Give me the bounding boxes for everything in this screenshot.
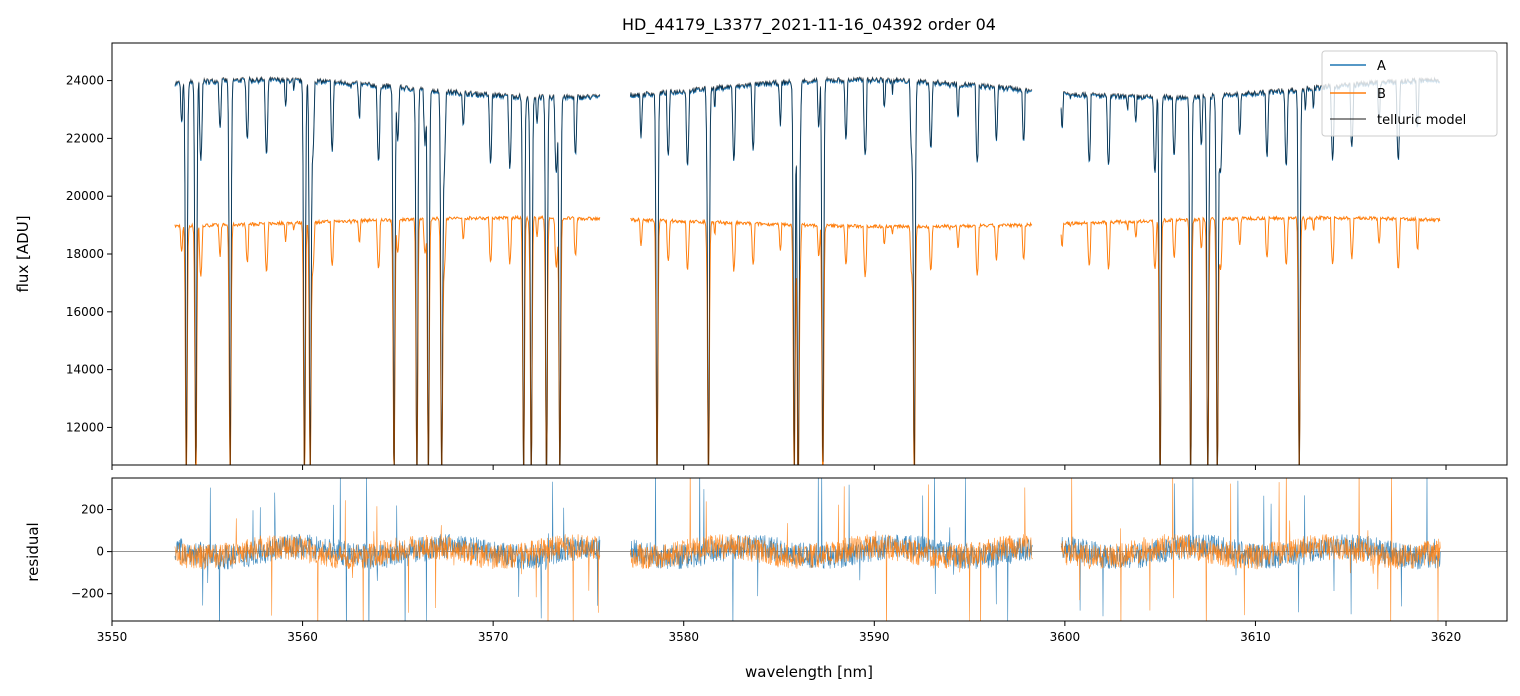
residual-x-tick-label: 3560 (287, 630, 318, 644)
legend: A B telluric model (1321, 50, 1498, 137)
residual-x-tick-label: 3620 (1431, 630, 1462, 644)
residual-x-tick-label: 3580 (668, 630, 699, 644)
series-b-line (1060, 214, 1441, 465)
residual-plot-frame (111, 477, 1508, 622)
residual-y-axis-label: residual (24, 522, 42, 581)
legend-label-b: B (1377, 87, 1386, 102)
flux-y-tick-label: 16000 (66, 305, 104, 319)
telluric-model-line (630, 75, 1033, 465)
flux-y-tick-label: 18000 (66, 247, 104, 261)
series-b-line (174, 214, 601, 465)
series-a-line (629, 76, 1033, 465)
residual-x-tick-label: 3610 (1240, 630, 1271, 644)
residual-b-line (630, 478, 1033, 621)
legend-box (1321, 50, 1498, 137)
series-a-line (174, 76, 601, 465)
residual-b-line (174, 500, 601, 621)
residual-x-tick-label: 3600 (1050, 630, 1081, 644)
flux-y-tick-label: 12000 (66, 420, 104, 434)
flux-panel: 12000 14000 16000 18000 20000 22000 24000 flux… (14, 42, 1508, 470)
flux-y-tick-label: 24000 (66, 74, 104, 88)
residual-x-tick-label: 3570 (478, 630, 509, 644)
chart-title: HD_44179_L3377_2021-11-16_04392 order 04 (622, 15, 996, 35)
telluric-model-line (1060, 76, 1441, 465)
residual-y-tick-label: 200 (81, 503, 104, 517)
legend-label-a: A (1377, 59, 1386, 74)
residual-y-tick-label: 0 (96, 545, 104, 559)
residual-x-tick-label: 3590 (859, 630, 890, 644)
series-a-line (1060, 77, 1441, 465)
x-axis-label: wavelength [nm] (745, 663, 873, 681)
legend-label-telluric: telluric model (1377, 113, 1466, 128)
residual-b-line (1060, 478, 1441, 621)
residual-x-tick-label: 3550 (97, 630, 128, 644)
flux-y-tick-label: 22000 (66, 131, 104, 145)
flux-y-tick-label: 20000 (66, 189, 104, 203)
series-b-line (630, 217, 1033, 465)
flux-y-axis-label: flux [ADU] (14, 215, 32, 292)
residual-panel: −200 0 200 3550 3560 3570 3580 3590 3600 3610 362… (24, 477, 1508, 681)
telluric-model-line (174, 75, 601, 465)
residual-y-tick-label: −200 (71, 587, 104, 601)
residual-a-line (1060, 478, 1441, 617)
flux-y-tick-label: 14000 (66, 363, 104, 377)
